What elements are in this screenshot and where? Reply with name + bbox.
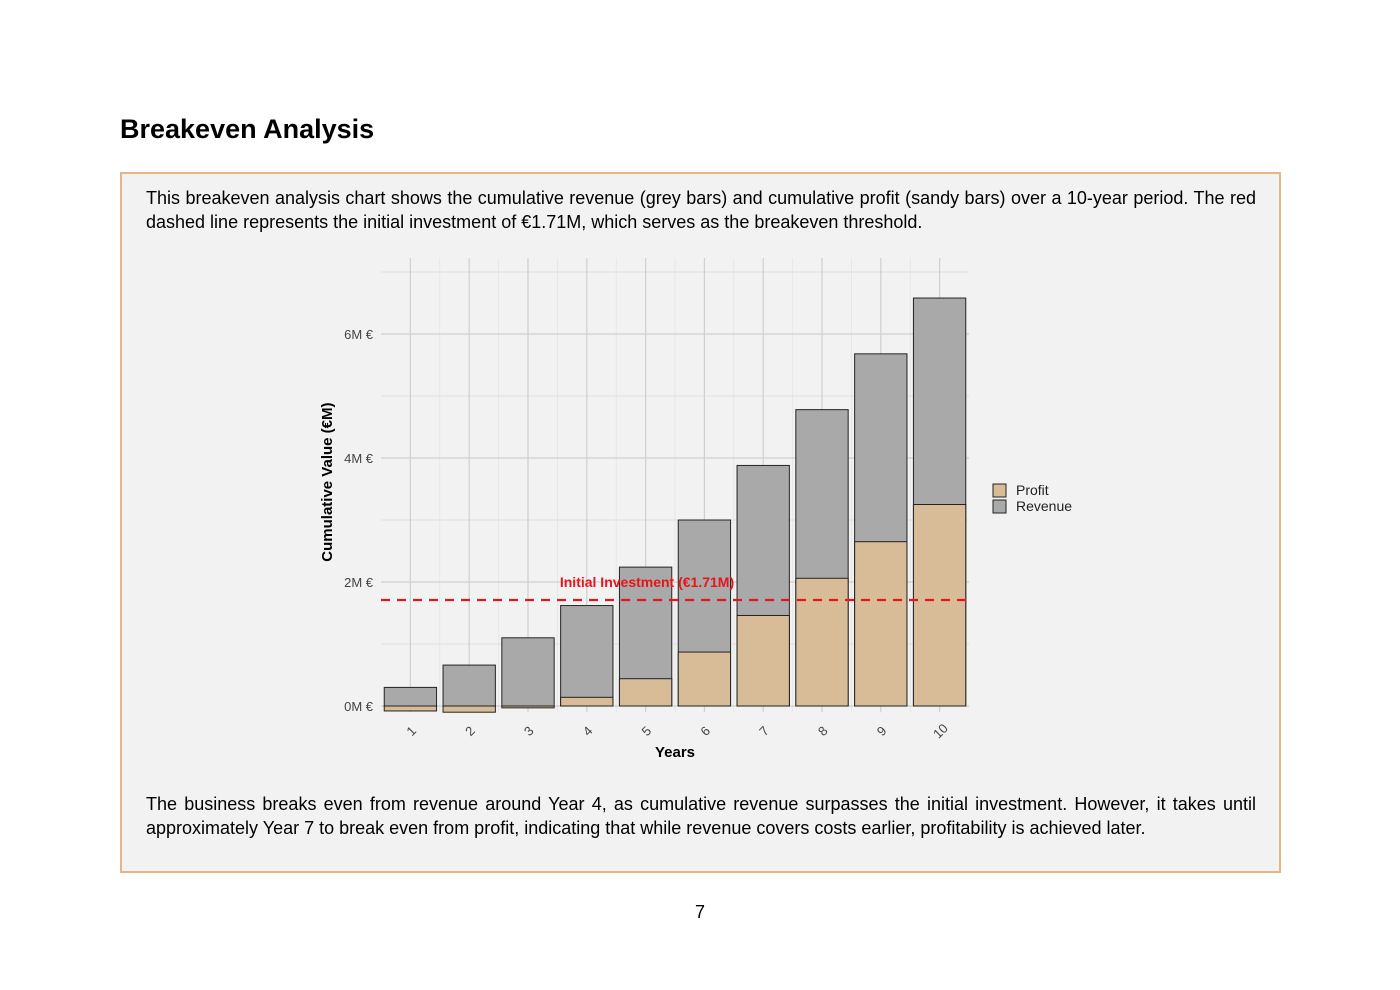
profit-bar [618,678,673,707]
x-tick-label: 5 [639,723,655,739]
x-tick-label: 7 [756,723,772,739]
breakeven-chart: Initial Investment (€1.71M) 0M € 2M € 4M €… [319,258,1072,761]
y-axis-label: Cumulative Value (€M) [319,402,336,561]
y-tick-label: 2M € [344,575,374,590]
x-tick-label: 3 [521,723,537,739]
profit-bar [795,577,849,707]
revenue-bar [560,605,614,707]
conclusion-paragraph: The business breaks even from revenue ar… [146,794,1256,838]
y-tick-labels: 0M € 2M € 4M € 6M € [344,327,374,714]
legend-swatch-revenue [992,499,1007,514]
profit-bar [442,705,496,713]
threshold-group: Initial Investment (€1.71M) [381,574,969,602]
profit-bar [383,705,438,712]
x-tick-label: 2 [462,723,478,739]
x-tick-label: 6 [697,723,713,739]
content-box: This breakeven analysis chart shows the … [120,172,1281,873]
legend-label-profit: Profit [1016,482,1049,498]
threshold-label: Initial Investment (€1.71M) [560,574,734,590]
y-tick-label: 0M € [344,699,374,714]
section-heading: Breakeven Analysis [120,114,375,144]
intro-paragraph: This breakeven analysis chart shows the … [146,188,1256,232]
x-tick-label: 9 [874,723,890,739]
page-number: 7 [694,902,705,922]
profit-bar [501,705,555,709]
revenue-bar [501,637,555,707]
profit-bar [912,504,967,707]
y-tick-label: 6M € [344,327,374,342]
bars [383,297,967,713]
x-tick-label: 8 [815,723,831,739]
profit-bar [736,614,790,707]
profit-bar [854,541,908,707]
legend-label-revenue: Revenue [1016,498,1072,514]
profit-bar [560,696,614,707]
x-tick-labels: 1 2 3 4 5 6 7 8 9 10 [403,721,950,742]
revenue-bar [442,664,496,707]
legend-swatch-profit [992,483,1007,498]
x-axis-label: Years [655,744,695,761]
x-tick-label: 4 [580,723,596,739]
y-tick-label: 4M € [344,451,374,466]
x-tick-label: 10 [930,721,951,742]
revenue-bar [383,686,438,707]
profit-bar [677,651,732,707]
x-tick-label: 1 [403,723,419,739]
